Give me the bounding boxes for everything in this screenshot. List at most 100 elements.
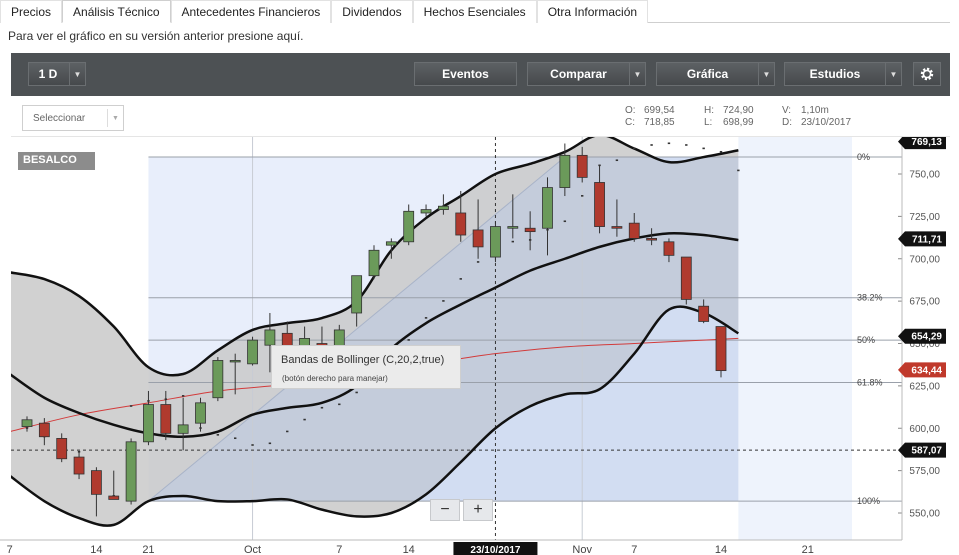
y-tick-label: 625,00 (909, 381, 940, 392)
candle-up (368, 249, 380, 277)
psar-dot (719, 150, 723, 153)
candle-down (56, 438, 68, 460)
price-tag-shape (898, 328, 946, 344)
psar-dot (129, 405, 133, 407)
price-tag: 634,44 (898, 362, 946, 378)
psar-dot (77, 450, 81, 453)
candle-down (73, 456, 85, 475)
psar-dot (320, 406, 324, 409)
candle-down (38, 422, 50, 438)
price-chart[interactable]: 0% 38.2% 50% 61.8% 100% 750,00 725,00 700,00 675… (0, 137, 959, 555)
candle-up (143, 404, 154, 443)
candle-up (351, 275, 363, 314)
bollinger-band-fill (11, 137, 739, 526)
y-tick-label: 575,00 (909, 466, 940, 477)
x-tick-label: 21 (802, 544, 814, 555)
tab-2[interactable]: Antecedentes Financieros (170, 0, 332, 23)
low-label: L: (704, 117, 713, 128)
psar-dot (355, 391, 358, 394)
price-tag-text: 634,44 (911, 365, 942, 376)
psar-dot (286, 430, 289, 433)
plot-area (11, 137, 902, 540)
psar-dot (251, 444, 254, 446)
psar-dot (702, 147, 705, 150)
tooltip-title: Bandas de Bollinger (C,20,2,true) (281, 354, 445, 366)
fib-level-label: 100% (857, 496, 880, 506)
interval-select[interactable]: 1 D ▼ (28, 62, 86, 86)
chevron-down-icon: ▼ (758, 63, 774, 85)
candle-up (125, 441, 137, 502)
price-tag: 711,71 (898, 231, 946, 247)
candle-down (663, 241, 675, 256)
zoom-out-button[interactable]: − (430, 499, 460, 521)
x-tick-label: Oct (244, 544, 261, 555)
candle-up (229, 360, 241, 363)
chart-type-button[interactable]: Gráfica ▼ (656, 62, 775, 86)
legacy-chart-link[interactable]: Para ver el gráfico en su versión anteri… (8, 29, 304, 43)
events-label: Eventos (442, 67, 489, 81)
psar-dot (598, 164, 601, 167)
gear-icon (920, 67, 934, 81)
chart-type-label: Gráfica (686, 67, 729, 81)
chevron-down-icon: ▼ (69, 63, 85, 85)
studies-button[interactable]: Estudios ▼ (784, 62, 902, 86)
x-tick-label: 14 (715, 544, 727, 555)
close-label: C: (625, 117, 635, 128)
volume-value: 1,10m (801, 105, 829, 116)
y-tick-label: 650,00 (909, 339, 940, 350)
psar-dot (234, 437, 237, 440)
fib-level-label: 0% (857, 152, 870, 162)
candle-up (420, 209, 432, 214)
crosshair-price-tag: 587,07 (898, 442, 946, 458)
candle-down (91, 470, 102, 495)
volume-label: V: (782, 105, 792, 116)
y-tick-label: 725,00 (909, 212, 940, 223)
candle-up (212, 360, 224, 399)
price-tag-text: 769,13 (911, 137, 942, 148)
candle-down (628, 222, 640, 239)
tab-0[interactable]: Precios (0, 0, 63, 23)
psar-dot (407, 339, 410, 341)
zoom-in-button[interactable]: + (463, 499, 493, 521)
candle-up (177, 424, 189, 434)
compare-button[interactable]: Comparar ▼ (527, 62, 646, 86)
price-tag-text: 654,29 (911, 332, 942, 343)
candle-up (507, 226, 519, 229)
psar-dot (581, 195, 584, 197)
studies-label: Estudios (809, 67, 861, 81)
price-tag-text: 711,71 (912, 234, 942, 245)
select-placeholder: Seleccionar (33, 113, 86, 124)
psar-dot (216, 434, 220, 436)
tab-3[interactable]: Dividendos (331, 0, 413, 23)
settings-button[interactable] (913, 62, 941, 86)
price-tag: 769,13 (898, 137, 946, 150)
psar-dot (667, 142, 671, 145)
psar-dot (303, 418, 306, 421)
date-value: 23/10/2017 (801, 117, 852, 128)
psar-dot (563, 220, 567, 223)
chevron-down-icon: ▼ (885, 63, 901, 85)
tab-4[interactable]: Hechos Esenciales (412, 0, 537, 23)
tab-5[interactable]: Otra Información (536, 0, 649, 23)
open-label: O: (625, 105, 636, 116)
price-tag-shape (898, 442, 946, 458)
close-value: 718,85 (644, 117, 675, 128)
psar-dot (476, 261, 480, 263)
psar-dot (615, 159, 619, 162)
chart-info-bar: Seleccionar ▼ O: 699,54 H: 724,90 V: 1,1… (11, 97, 950, 137)
candle-down (160, 404, 172, 434)
events-button[interactable]: Eventos (414, 62, 517, 86)
crosshair-date-label: 23/10/2017 (470, 545, 520, 555)
tab-1[interactable]: Análisis Técnico (62, 0, 171, 23)
fib-shading (148, 157, 739, 502)
psar-dot (181, 395, 185, 397)
psar-dot (633, 147, 636, 150)
drawing-tool-select[interactable]: Seleccionar ▼ (22, 105, 124, 131)
study-tooltip: Bandas de Bollinger (C,20,2,true) (botón… (271, 345, 461, 389)
candle-down (524, 227, 536, 233)
chevron-down-icon: ▼ (107, 109, 123, 127)
x-tick-label: 14 (90, 544, 102, 555)
psar-dot (459, 278, 462, 280)
chart-toolbar: 1 D ▼ Eventos Comparar ▼ Gráfica ▼ Estud… (11, 53, 950, 96)
compare-label: Comparar (550, 67, 607, 81)
